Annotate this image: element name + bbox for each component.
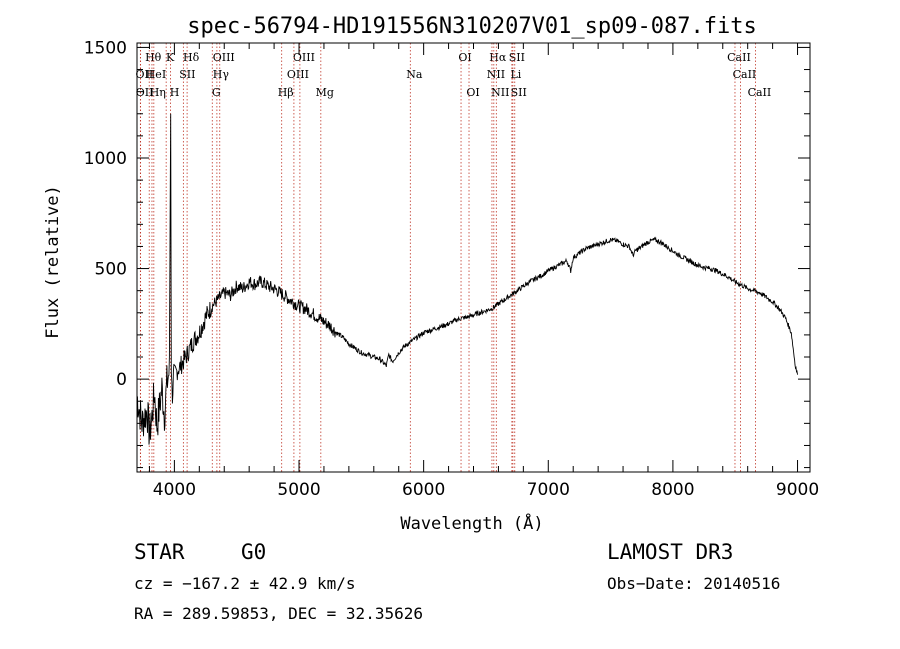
spectral-line-label: Hη (150, 86, 166, 99)
x-tick-label: 6000 (402, 480, 445, 500)
redshift-label: cz = −167.2 ± 42.9 km/s (134, 574, 356, 593)
x-tick-label: 9000 (776, 480, 819, 500)
coordinates: RA = 289.59853, DEC = 32.35626 (134, 604, 423, 623)
spectral-line-label: OIII (293, 51, 315, 64)
y-tick-label: 1000 (84, 149, 127, 169)
subclass: G0 (241, 540, 267, 564)
x-tick-label: 5000 (277, 480, 320, 500)
obs-date: Obs−Date: 20140516 (607, 574, 781, 593)
y-tick-label: 500 (95, 260, 127, 280)
plot-area (137, 113, 798, 445)
x-tick-label: 4000 (153, 480, 196, 500)
spectral-line-label: SII (179, 68, 195, 81)
spectral-line-label: Hθ (145, 51, 162, 64)
survey-label: LAMOST DR3 (607, 540, 734, 564)
spectral-line-label: Hβ (278, 86, 294, 99)
spectral-line-label: OIII (213, 51, 235, 64)
spectral-line-label: SII (509, 51, 525, 64)
spectral-line-label: HeI (146, 68, 166, 81)
y-tick-label: 0 (116, 370, 127, 390)
object-class: STAR (134, 540, 185, 564)
spectral-line-label: CaII (727, 51, 751, 64)
spectral-line-label: Hα (489, 51, 507, 64)
spectral-line-label: OI (458, 51, 471, 64)
axes: 4000 5000 6000 7000 8000 9000 0 500 1000 1500 (84, 38, 819, 500)
spectral-line-label: OIII (287, 68, 309, 81)
x-tick-label: 8000 (651, 480, 694, 500)
plot-frame (136, 42, 811, 473)
spectral-line-label: SII (511, 86, 527, 99)
spectral-line-label: CaII (748, 86, 772, 99)
spectral-line-label: Li (510, 68, 521, 81)
series-line-flux (137, 113, 798, 445)
spectral-line-label: Hγ (213, 68, 230, 81)
spectral-line-label: G (212, 86, 221, 99)
spectral-line-label: Mg (316, 86, 334, 99)
x-axis-label: Wavelength (Å) (400, 512, 543, 534)
spectral-line-label: H (170, 86, 180, 99)
y-axis-label: Flux (relative) (43, 185, 63, 339)
spectral-line-markers: HθOIIOIIHeIHηKHHδSIIOIIIHγGHβOIIIOIIIMgN… (136, 43, 772, 472)
spectral-line-label: Na (406, 68, 423, 81)
spectral-line-label: OII (136, 86, 154, 99)
x-tick-label: 7000 (527, 480, 570, 500)
spectral-line-label: NII (491, 86, 509, 99)
spectral-line-label: CaII (733, 68, 757, 81)
spectral-line-label: OI (466, 86, 479, 99)
chart-title: spec-56794-HD191556N310207V01_sp09-087.f… (187, 14, 757, 39)
y-tick-label: 1500 (84, 38, 127, 58)
spectral-line-label: Hδ (183, 51, 200, 64)
spectral-line-label: OII (136, 68, 154, 81)
